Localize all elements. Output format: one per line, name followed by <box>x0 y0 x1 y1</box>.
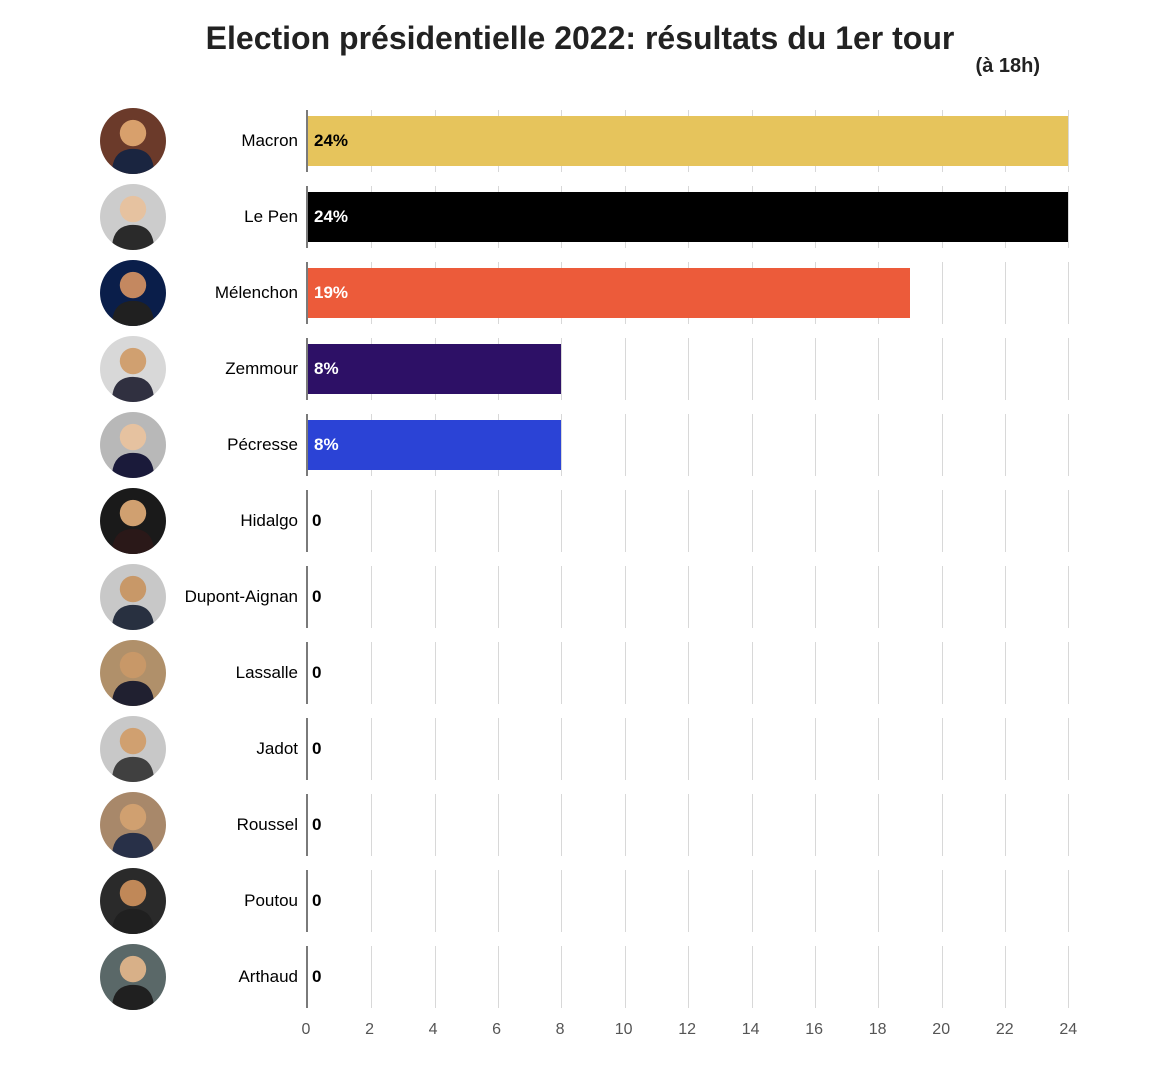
candidate-avatar <box>100 184 166 250</box>
x-tick-label: 18 <box>869 1021 887 1039</box>
candidate-value: 0 <box>310 663 321 683</box>
bar-track: 0 <box>306 870 1100 932</box>
candidate-avatar <box>100 488 166 554</box>
x-tick-label: 16 <box>805 1021 823 1039</box>
candidate-avatar <box>100 260 166 326</box>
candidate-name: Pécresse <box>166 435 306 455</box>
candidate-value: 8% <box>314 435 339 455</box>
candidate-row: Jadot 0 <box>100 711 1100 787</box>
chart-header: Election présidentielle 2022: résultats … <box>60 20 1100 78</box>
candidate-name: Macron <box>166 131 306 151</box>
bar-track: 8% <box>306 338 1100 400</box>
x-tick-label: 14 <box>742 1021 760 1039</box>
chart-subtitle: (à 18h) <box>60 55 1100 78</box>
candidate-row: Pécresse 8% <box>100 407 1100 483</box>
candidate-bar: 24% <box>308 116 1068 166</box>
candidate-row: Dupont-Aignan 0 <box>100 559 1100 635</box>
candidate-avatar <box>100 564 166 630</box>
candidate-avatar <box>100 868 166 934</box>
candidate-name: Roussel <box>166 815 306 835</box>
bar-track: 0 <box>306 566 1100 628</box>
candidate-row: Macron 24% <box>100 103 1100 179</box>
candidate-bar: 24% <box>308 192 1068 242</box>
candidate-name: Le Pen <box>166 207 306 227</box>
x-tick-label: 8 <box>556 1021 565 1039</box>
bar-track: 0 <box>306 718 1100 780</box>
candidate-bar: 19% <box>308 268 910 318</box>
candidate-row: Hidalgo 0 <box>100 483 1100 559</box>
bar-track: 0 <box>306 794 1100 856</box>
candidate-row: Le Pen 24% <box>100 179 1100 255</box>
candidate-name: Arthaud <box>166 967 306 987</box>
candidate-name: Poutou <box>166 891 306 911</box>
candidate-bar: 8% <box>308 420 561 470</box>
candidate-row: Mélenchon 19% <box>100 255 1100 331</box>
candidate-value: 24% <box>314 207 348 227</box>
candidate-bar: 8% <box>308 344 561 394</box>
x-axis: 024681012141618202224 <box>306 1015 1100 1045</box>
bar-track: 0 <box>306 642 1100 704</box>
bar-track: 19% <box>306 262 1100 324</box>
x-tick-label: 4 <box>429 1021 438 1039</box>
candidate-row: Lassalle 0 <box>100 635 1100 711</box>
chart-area: Macron 24% Le Pen 24% <box>100 103 1100 1045</box>
bar-track: 0 <box>306 490 1100 552</box>
chart-title: Election présidentielle 2022: résultats … <box>60 20 1100 57</box>
candidate-name: Hidalgo <box>166 511 306 531</box>
bar-track: 24% <box>306 186 1100 248</box>
candidate-avatar <box>100 412 166 478</box>
bar-track: 0 <box>306 946 1100 1008</box>
x-tick-label: 20 <box>932 1021 950 1039</box>
bar-track: 24% <box>306 110 1100 172</box>
x-tick-label: 6 <box>492 1021 501 1039</box>
candidate-name: Lassalle <box>166 663 306 683</box>
candidate-value: 0 <box>310 511 321 531</box>
candidate-row: Arthaud 0 <box>100 939 1100 1015</box>
candidate-value: 0 <box>310 891 321 911</box>
candidate-name: Dupont-Aignan <box>166 587 306 607</box>
candidate-avatar <box>100 640 166 706</box>
candidate-row: Zemmour 8% <box>100 331 1100 407</box>
candidate-name: Jadot <box>166 739 306 759</box>
candidate-value: 0 <box>310 587 321 607</box>
candidate-avatar <box>100 108 166 174</box>
x-tick-label: 12 <box>678 1021 696 1039</box>
candidate-row: Roussel 0 <box>100 787 1100 863</box>
candidate-avatar <box>100 336 166 402</box>
candidate-value: 0 <box>310 815 321 835</box>
x-tick-label: 22 <box>996 1021 1014 1039</box>
candidate-row: Poutou 0 <box>100 863 1100 939</box>
candidate-value: 24% <box>314 131 348 151</box>
candidate-avatar <box>100 716 166 782</box>
bar-track: 8% <box>306 414 1100 476</box>
x-tick-label: 0 <box>302 1021 311 1039</box>
x-tick-label: 2 <box>365 1021 374 1039</box>
candidate-value: 8% <box>314 359 339 379</box>
candidate-avatar <box>100 944 166 1010</box>
x-tick-label: 10 <box>615 1021 633 1039</box>
candidate-value: 0 <box>310 967 321 987</box>
candidate-value: 0 <box>310 739 321 759</box>
candidate-name: Zemmour <box>166 359 306 379</box>
candidate-name: Mélenchon <box>166 283 306 303</box>
candidate-avatar <box>100 792 166 858</box>
candidate-value: 19% <box>314 283 348 303</box>
x-tick-label: 24 <box>1059 1021 1077 1039</box>
